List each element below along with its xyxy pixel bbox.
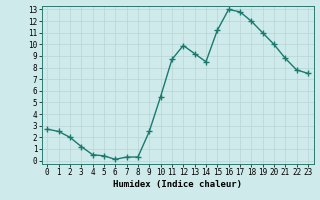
X-axis label: Humidex (Indice chaleur): Humidex (Indice chaleur)	[113, 180, 242, 189]
